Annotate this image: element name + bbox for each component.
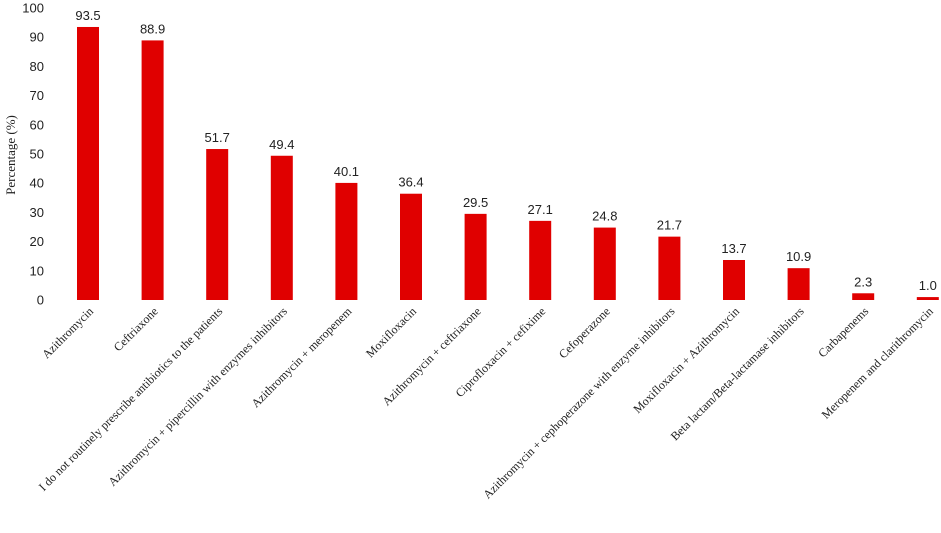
value-label: 93.5: [75, 8, 100, 23]
value-label: 40.1: [334, 164, 359, 179]
value-label: 29.5: [463, 195, 488, 210]
bar: [916, 297, 939, 300]
y-axis-title: Percentage (%): [3, 115, 18, 195]
y-tick-label: 90: [30, 30, 44, 45]
value-label: 27.1: [528, 202, 553, 217]
value-label: 51.7: [205, 130, 230, 145]
y-tick-label: 70: [30, 88, 44, 103]
category-label: Ceftriaxone: [111, 304, 161, 354]
category-label: Azithromycin: [39, 304, 96, 361]
value-label: 21.7: [657, 218, 682, 233]
category-label: Beta lactam/Beta-lactamase inhibitors: [668, 304, 807, 443]
y-tick-label: 30: [30, 205, 44, 220]
value-label: 36.4: [398, 175, 423, 190]
y-tick-label: 40: [30, 176, 44, 191]
bar: [658, 236, 681, 300]
category-label: Moxifloxacin: [363, 304, 419, 360]
y-tick-label: 50: [30, 147, 44, 162]
y-tick-label: 60: [30, 117, 44, 132]
category-label: Moxifloxacin + Azithromycin: [630, 304, 742, 416]
value-label: 1.0: [919, 278, 937, 293]
bars: [77, 26, 939, 301]
bar: [529, 220, 552, 300]
bar: [464, 213, 487, 300]
bar: [141, 40, 164, 301]
value-label: 10.9: [786, 249, 811, 264]
category-label: Cefoperazone: [556, 304, 613, 361]
bar: [400, 193, 422, 300]
category-label: Meropenem and clarithromycin: [819, 304, 936, 421]
y-tick-label: 10: [30, 263, 44, 278]
category-label: Carbapenems: [815, 304, 871, 360]
y-tick-label: 0: [37, 293, 44, 308]
value-label: 13.7: [721, 241, 746, 256]
value-label: 24.8: [592, 209, 617, 224]
bar: [593, 227, 616, 300]
value-labels: 93.5 88.9 51.7 49.4 40.1 36.4 29.5 27.1 24.8 21.7…: [75, 8, 936, 293]
y-tick-label: 100: [22, 1, 44, 16]
value-label: 49.4: [269, 137, 294, 152]
bar: [852, 293, 875, 300]
y-axis-ticks: 0 10 20 30 40 50 60 70 80 90 100: [22, 1, 44, 308]
bar: [270, 155, 293, 300]
y-tick-label: 20: [30, 234, 44, 249]
bar: [206, 149, 229, 300]
y-tick-label: 80: [30, 59, 44, 74]
bar: [335, 182, 358, 300]
value-label: 88.9: [140, 21, 165, 36]
bar: [723, 259, 745, 300]
value-label: 2.3: [854, 274, 872, 289]
bar: [77, 26, 99, 300]
bar: [787, 268, 810, 300]
